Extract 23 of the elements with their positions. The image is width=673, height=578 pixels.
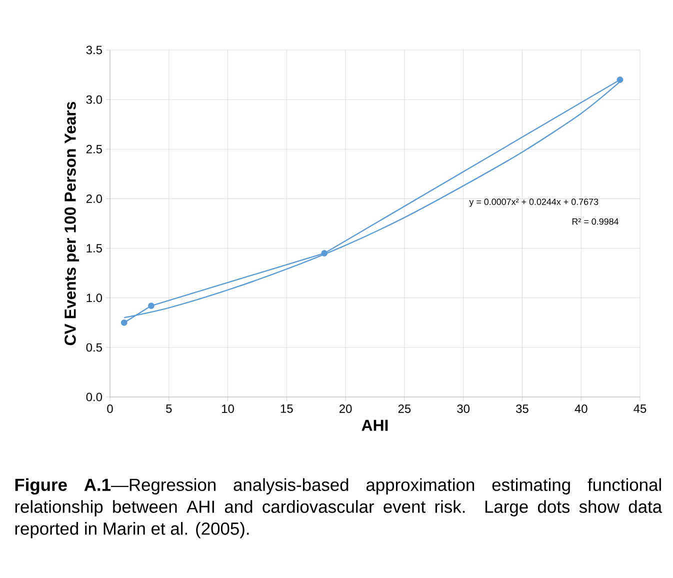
x-tick-label: 0 [107,404,113,413]
x-tick-label: 5 [166,404,172,413]
y-tick-label: 0.0 [86,392,102,402]
x-tick-label: 20 [340,404,352,413]
x-tick-label: 25 [398,404,411,413]
x-tick-label: 40 [574,404,588,413]
x-tick-label: 30 [457,404,470,413]
y-tick-label: 1.5 [86,244,102,252]
x-tick-label: 10 [222,404,234,413]
x-axis-title: AHI [362,420,388,431]
text: Figure A.1—Regression analysis-based approximation estimating functional relationship between AHI and cardiovascular event risk. Large dots show data reported in Marin et al. (2005). [15,478,662,538]
annotation: R² = 0.9984 [572,218,619,225]
annotation: y = 0.0007x² + 0.0244x + 0.7673 [469,198,598,207]
y-axis-title: CV Events per 100 Person Years [64,102,80,346]
x-tick-label: 35 [516,404,528,413]
y-tick-label: 3.5 [86,46,102,54]
y-tick-label: 0.5 [86,343,102,352]
x-tick-label: 15 [280,404,293,413]
y-tick-label: 2.5 [86,144,102,154]
y-tick-label: 1.0 [86,294,102,302]
y-tick-label: 2.0 [86,194,102,203]
y-tick-label: 3.0 [86,95,102,104]
x-tick-label: 45 [634,404,646,413]
